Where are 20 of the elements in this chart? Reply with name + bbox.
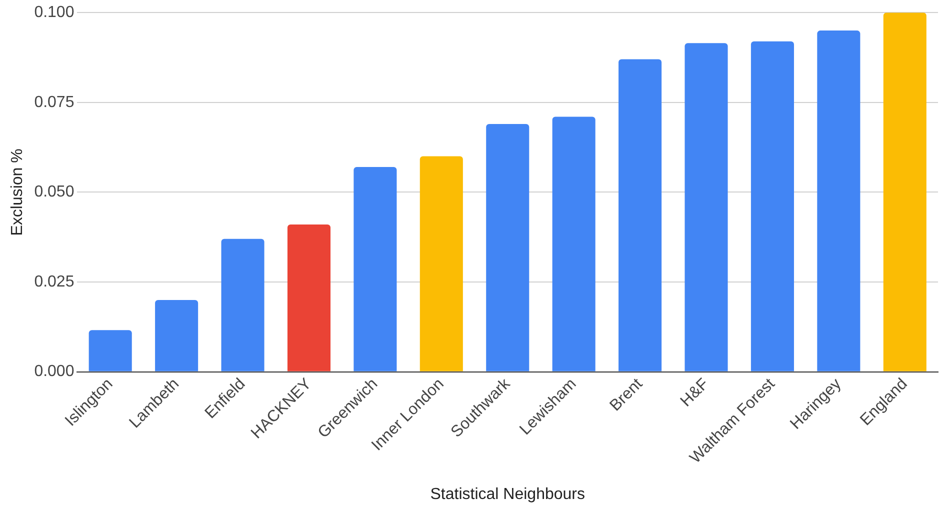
bar: [354, 167, 397, 372]
bar: [88, 330, 132, 372]
bar: [552, 116, 596, 372]
x-axis-title: Statistical Neighbours: [430, 486, 585, 503]
bar: [221, 238, 264, 372]
bar: [750, 41, 794, 372]
bar: [420, 156, 463, 372]
bar: [883, 12, 926, 372]
y-tick-label: 0.075: [34, 94, 74, 111]
y-tick-label: 0.025: [34, 273, 74, 290]
bar: [817, 30, 860, 372]
y-tick-label: 0.100: [34, 4, 74, 22]
y-tick-label: 0.050: [34, 184, 74, 201]
bar: [618, 59, 662, 372]
bar: [287, 224, 330, 372]
bar: [155, 300, 198, 372]
y-tick-label: 0.000: [34, 363, 74, 380]
y-axis-title: Exclusion %: [9, 148, 26, 236]
bar: [684, 43, 728, 372]
bar: [486, 124, 530, 372]
